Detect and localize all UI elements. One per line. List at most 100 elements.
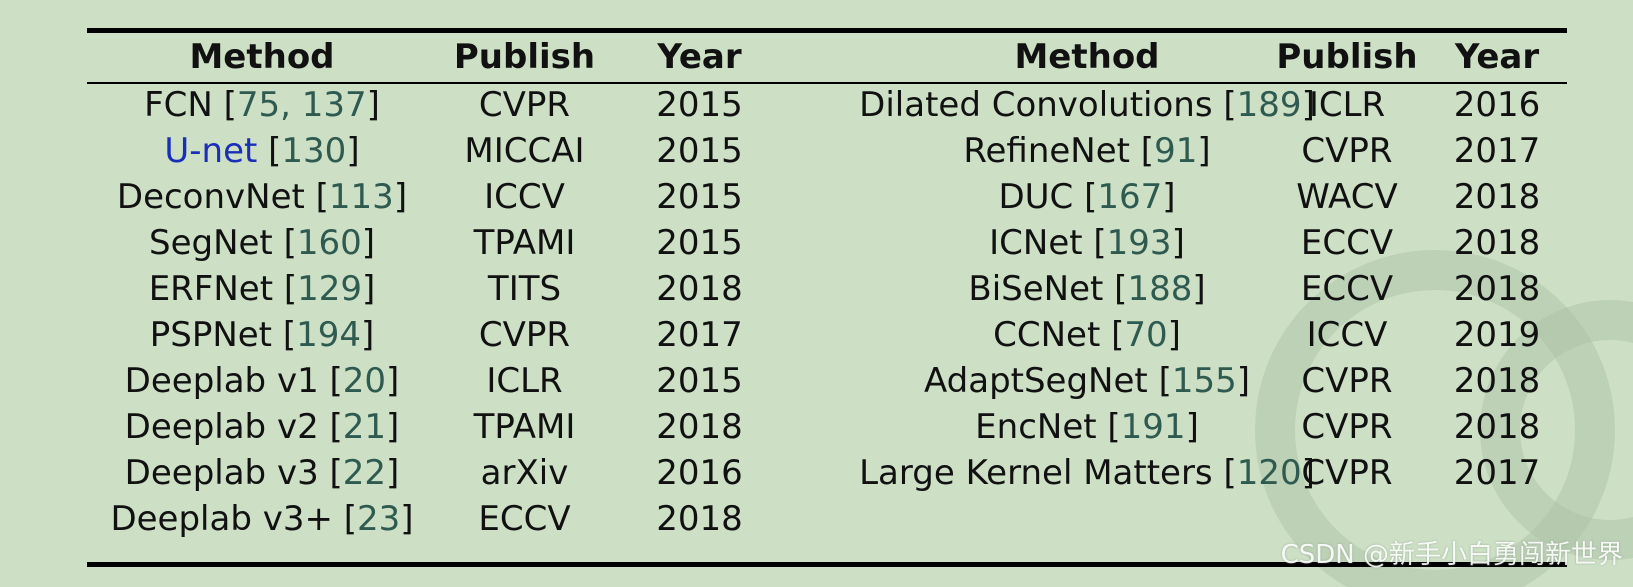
left-year-cell: 2015: [656, 223, 743, 263]
left-year-cell: 2018: [656, 269, 743, 309]
table-row: Deeplab v3 [22] arXiv 2016 Large Kernel Mat…: [87, 449, 1567, 497]
left-publish-cell: TITS: [487, 269, 562, 309]
ref-bracket: [: [1084, 177, 1098, 217]
ref-bracket: ]: [1162, 177, 1176, 217]
reference-number[interactable]: 120: [1236, 453, 1302, 493]
ref-bracket: ]: [1197, 131, 1211, 171]
right-publish-cell: CVPR: [1301, 361, 1393, 401]
right-year-cell: 2018: [1453, 361, 1541, 401]
left-publish-cell: CVPR: [478, 315, 571, 355]
method-name: BiSeNet: [968, 269, 1104, 309]
right-publish-cell: CVPR: [1301, 453, 1393, 493]
right-year-cell: 2016: [1453, 85, 1541, 125]
reference-number[interactable]: 22: [342, 453, 387, 493]
method-name: Dilated Convolutions: [859, 85, 1213, 125]
table-bottom-rule: [87, 562, 1567, 567]
right-year-cell: 2018: [1453, 223, 1541, 263]
ref-bracket: [: [315, 177, 329, 217]
header-left-method: Method: [189, 37, 335, 77]
method-name: ERFNet: [148, 269, 274, 309]
ref-bracket: [: [329, 453, 343, 493]
ref-bracket: ]: [386, 361, 400, 401]
reference-number[interactable]: 130: [281, 131, 347, 171]
reference-number[interactable]: 160: [296, 223, 362, 263]
ref-bracket: [: [1093, 223, 1107, 263]
table-row: Deeplab v3+ [23] ECCV 2018: [87, 495, 1567, 543]
left-method-cell: DeconvNet [113]: [87, 173, 437, 221]
header-right-method: Method: [1014, 37, 1160, 77]
left-method-cell: SegNet [160]: [87, 219, 437, 267]
left-publish-cell: ICLR: [486, 361, 563, 401]
reference-number[interactable]: 189: [1236, 85, 1302, 125]
table-top-rule: [87, 28, 1567, 33]
ref-bracket: ]: [1236, 361, 1250, 401]
ref-bracket: ]: [400, 499, 414, 539]
method-name: Large Kernel Matters: [859, 453, 1213, 493]
left-year-cell: 2016: [656, 453, 743, 493]
method-name: DUC: [998, 177, 1074, 217]
table-row: SegNet [160] TPAMI 2015 ICNet [193] ECCV 2018: [87, 219, 1567, 267]
right-method-cell: AdaptSegNet [155]: [787, 357, 1387, 405]
left-publish-cell: arXiv: [480, 453, 569, 493]
method-name: Deeplab v3+: [110, 499, 333, 539]
left-year-cell: 2015: [656, 85, 743, 125]
table-header-rule: [87, 82, 1567, 84]
right-year-cell: 2017: [1453, 131, 1541, 171]
ref-bracket: [: [223, 85, 237, 125]
reference-number[interactable]: 155: [1171, 361, 1237, 401]
reference-number[interactable]: 129: [297, 269, 363, 309]
ref-bracket: ]: [362, 269, 376, 309]
ref-bracket: [: [343, 499, 358, 539]
right-year-cell: 2018: [1453, 407, 1541, 447]
right-publish-cell: WACV: [1296, 177, 1398, 217]
reference-number[interactable]: 194: [296, 315, 361, 355]
reference-number[interactable]: 21: [342, 407, 387, 447]
right-publish-cell: CVPR: [1301, 407, 1393, 447]
table-row: FCN [75, 137] CVPR 2015 Dilated Convolution…: [87, 81, 1567, 129]
reference-number[interactable]: 193: [1106, 223, 1172, 263]
left-method-cell: Deeplab v3 [22]: [87, 449, 437, 497]
left-publish-cell: MICCAI: [464, 131, 585, 171]
reference-number[interactable]: 20: [342, 361, 387, 401]
left-method-cell: Deeplab v1 [20]: [87, 357, 437, 405]
ref-bracket: [: [1111, 315, 1125, 355]
method-name: AdaptSegNet: [923, 361, 1148, 401]
method-name: CCNet: [993, 315, 1101, 355]
ref-bracket: [: [283, 223, 297, 263]
right-method-cell: ICNet [193]: [787, 219, 1387, 267]
reference-number[interactable]: 70: [1124, 315, 1168, 355]
ref-bracket: [: [268, 131, 282, 171]
right-year-cell: 2018: [1453, 177, 1541, 217]
header-left-publish: Publish: [453, 37, 596, 77]
method-name: PSPNet: [149, 315, 273, 355]
method-name: Deeplab v3: [124, 453, 319, 493]
reference-number[interactable]: 75, 137: [236, 85, 367, 125]
reference-number[interactable]: 191: [1120, 407, 1186, 447]
ref-bracket: [: [283, 269, 298, 309]
ref-bracket: ]: [361, 315, 375, 355]
right-year-cell: 2018: [1453, 269, 1541, 309]
method-name: Deeplab v2: [124, 407, 319, 447]
ref-bracket: ]: [386, 407, 400, 447]
reference-number[interactable]: 91: [1154, 131, 1198, 171]
ref-bracket: ]: [393, 177, 408, 217]
reference-number[interactable]: 113: [328, 177, 394, 217]
left-method-cell[interactable]: U-net [130]: [87, 127, 437, 175]
right-publish-cell: ICLR: [1308, 85, 1386, 125]
reference-number[interactable]: 188: [1127, 269, 1193, 309]
left-method-cell: Deeplab v2 [21]: [87, 403, 437, 451]
ref-bracket: [: [1223, 453, 1237, 493]
left-year-cell: 2018: [656, 499, 743, 539]
left-year-cell: 2015: [656, 177, 743, 217]
left-publish-cell: TPAMI: [473, 407, 576, 447]
right-method-cell: DUC [167]: [787, 173, 1387, 221]
right-publish-cell: ECCV: [1300, 269, 1394, 309]
right-method-cell: CCNet [70]: [787, 311, 1387, 359]
reference-number[interactable]: 23: [357, 499, 401, 539]
reference-number[interactable]: 167: [1097, 177, 1163, 217]
method-name[interactable]: U-net: [164, 131, 258, 171]
left-method-cell: ERFNet [129]: [87, 265, 437, 313]
table-row: Deeplab v1 [20] ICLR 2015 AdaptSegNet [155]…: [87, 357, 1567, 405]
table-row: DeconvNet [113] ICCV 2015 DUC [167] WACV 2018: [87, 173, 1567, 221]
